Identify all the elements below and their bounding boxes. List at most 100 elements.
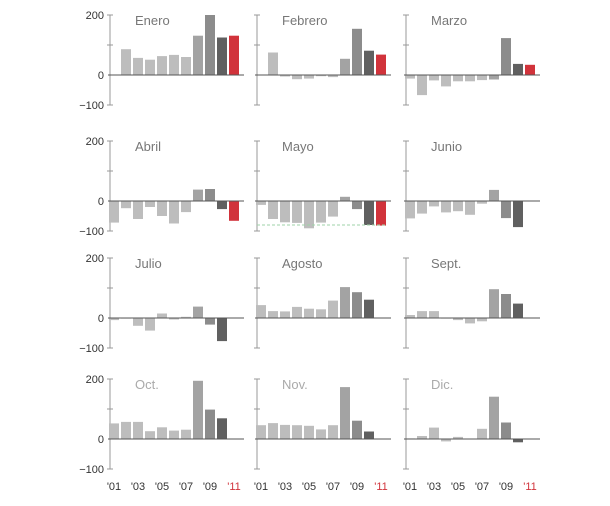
bar-dic-03 (429, 427, 439, 439)
bar-nov-04 (292, 425, 302, 439)
panel-title: Dic. (431, 377, 453, 392)
y-tick-label: −100 (79, 226, 104, 238)
bar-sept-09 (501, 294, 511, 318)
bar-oct-08 (193, 380, 203, 439)
bar-nov-09 (352, 420, 362, 439)
bar-dic-10 (513, 439, 523, 443)
bar-junio-09 (501, 201, 511, 219)
y-tick-label: −100 (79, 100, 104, 112)
bar-mayo-08 (340, 196, 350, 201)
bar-marzo-01 (405, 75, 415, 79)
y-tick-label: 200 (86, 136, 104, 148)
bar-agosto-05 (304, 308, 314, 318)
bar-sept-10 (513, 303, 523, 318)
bar-sept-03 (429, 311, 439, 318)
bar-nov-10 (364, 431, 374, 439)
bar-agosto-04 (292, 306, 302, 318)
bar-mayo-03 (280, 201, 290, 223)
bar-marzo-06 (465, 75, 475, 82)
x-tick-label: '11 (374, 481, 388, 493)
bar-dic-02 (417, 436, 427, 439)
x-tick-label: '09 (499, 481, 513, 493)
y-tick-label: 200 (86, 253, 104, 265)
bar-julio-08 (193, 306, 203, 318)
bar-oct-10 (217, 418, 227, 439)
bar-mayo-10 (364, 201, 374, 225)
bar-enero-03 (133, 57, 143, 75)
bar-marzo-05 (453, 75, 463, 82)
bar-junio-06 (465, 201, 475, 215)
bar-junio-02 (417, 201, 427, 214)
bar-agosto-10 (364, 299, 374, 318)
bar-sept-01 (405, 315, 415, 318)
bar-enero-06 (169, 54, 179, 75)
bar-marzo-09 (501, 38, 511, 75)
bar-agosto-02 (268, 311, 278, 318)
bar-junio-05 (453, 201, 463, 212)
bar-dic-07 (477, 428, 487, 439)
x-tick-label: '03 (278, 481, 292, 493)
panel-title: Oct. (135, 377, 159, 392)
bar-mayo-02 (268, 201, 278, 219)
panel-title: Julio (135, 256, 162, 271)
y-tick-label: −100 (79, 343, 104, 355)
x-tick-label: '09 (203, 481, 217, 493)
bar-junio-08 (489, 189, 499, 201)
bar-abril-08 (193, 189, 203, 201)
bar-junio-03 (429, 201, 439, 207)
x-tick-label: '03 (427, 481, 441, 493)
bar-nov-08 (340, 387, 350, 439)
bar-febrero-09 (352, 28, 362, 75)
bar-abril-07 (181, 201, 191, 213)
bar-marzo-02 (417, 75, 427, 96)
bar-junio-10 (513, 201, 523, 228)
bar-enero-09 (205, 15, 215, 75)
x-tick-label: '01 (107, 481, 121, 493)
bar-mayo-01 (256, 201, 266, 205)
panel-title: Febrero (282, 13, 328, 28)
y-tick-label: 0 (98, 70, 104, 82)
bar-agosto-01 (256, 305, 266, 318)
bar-marzo-07 (477, 75, 487, 81)
panel-title: Enero (135, 13, 170, 28)
bar-enero-04 (145, 59, 155, 75)
panel-title: Nov. (282, 377, 308, 392)
bar-mayo-06 (316, 201, 326, 223)
bar-febrero-11 (376, 54, 386, 75)
bar-oct-09 (205, 409, 215, 439)
bar-enero-10 (217, 37, 227, 75)
y-tick-label: −100 (79, 464, 104, 476)
y-tick-label: 0 (98, 196, 104, 208)
bar-julio-03 (133, 318, 143, 326)
panel-title: Sept. (431, 256, 461, 271)
bar-abril-01 (109, 201, 119, 223)
bar-abril-09 (205, 189, 215, 201)
panel-title: Mayo (282, 139, 314, 154)
bar-febrero-05 (304, 75, 314, 79)
bar-abril-05 (157, 201, 167, 216)
x-tick-label: '09 (350, 481, 364, 493)
bar-junio-07 (477, 201, 487, 204)
bar-sept-08 (489, 289, 499, 318)
x-tick-label: '07 (326, 481, 340, 493)
bar-marzo-11 (525, 64, 535, 75)
bar-febrero-07 (328, 75, 338, 78)
bar-febrero-04 (292, 75, 302, 80)
bar-mayo-07 (328, 201, 338, 217)
x-tick-label: '05 (155, 481, 169, 493)
panel-title: Marzo (431, 13, 467, 28)
bar-oct-04 (145, 431, 155, 439)
bar-abril-06 (169, 201, 179, 224)
x-tick-label: '01 (403, 481, 417, 493)
bar-marzo-04 (441, 75, 451, 87)
bar-nov-06 (316, 429, 326, 439)
x-tick-label: '11 (523, 481, 537, 493)
bar-agosto-08 (340, 287, 350, 318)
bar-junio-01 (405, 201, 415, 219)
bar-abril-04 (145, 201, 155, 207)
bar-febrero-03 (280, 75, 290, 77)
bar-enero-02 (121, 49, 131, 75)
bar-marzo-10 (513, 63, 523, 75)
bar-enero-08 (193, 35, 203, 75)
bar-mayo-04 (292, 201, 302, 223)
